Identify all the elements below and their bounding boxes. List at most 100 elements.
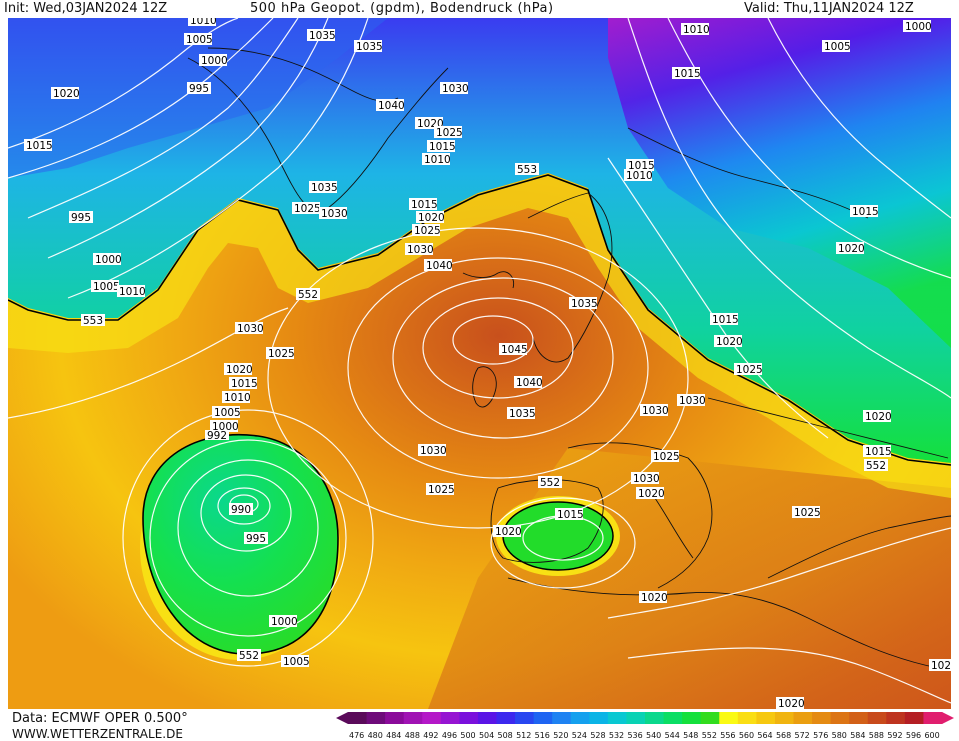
colorbar-swatch <box>366 712 386 724</box>
svg-text:1030: 1030 <box>642 405 669 417</box>
colorbar-swatch <box>867 712 887 724</box>
pressure-label: 1025 <box>651 450 680 463</box>
colorbar-tick-label: 524 <box>572 731 587 740</box>
svg-text:1025: 1025 <box>268 348 295 360</box>
svg-text:995: 995 <box>71 212 91 224</box>
svg-text:1025: 1025 <box>428 484 455 496</box>
svg-text:1015: 1015 <box>865 446 892 458</box>
colorbar-tick-label: 544 <box>665 731 680 740</box>
pressure-label: 1005 <box>822 40 851 53</box>
svg-text:1005: 1005 <box>214 407 241 419</box>
svg-text:1020: 1020 <box>53 88 80 100</box>
svg-text:1000: 1000 <box>905 21 932 33</box>
pressure-label: 1035 <box>507 407 536 420</box>
pressure-label: 1025 <box>426 483 455 496</box>
pressure-label: 1000 <box>93 253 122 266</box>
isobars <box>8 18 951 704</box>
website: WWW.WETTERZENTRALE.DE <box>12 727 183 741</box>
pressure-label: 1020 <box>776 697 805 709</box>
isobar-se-1 <box>607 527 951 619</box>
colorbar-tick-label: 552 <box>702 731 717 740</box>
colorbar-swatch <box>348 712 368 724</box>
isobar-ne-4 <box>607 157 829 439</box>
europe-coast <box>567 442 713 589</box>
pressure-label: 1040 <box>376 99 405 112</box>
pressure-label: 995 <box>187 82 211 95</box>
pressure-label: 553 <box>81 314 105 327</box>
pressure-label: 102 <box>929 659 951 672</box>
isobar-low-990 <box>217 487 271 525</box>
svg-text:1035: 1035 <box>571 298 598 310</box>
pressure-label: 1025 <box>792 506 821 519</box>
svg-text:1020: 1020 <box>638 488 665 500</box>
svg-text:1030: 1030 <box>321 208 348 220</box>
isobar-nw-3 <box>27 18 299 219</box>
svg-text:553: 553 <box>83 315 103 327</box>
isobar-w-1015 <box>8 307 289 419</box>
svg-text:1025: 1025 <box>794 507 821 519</box>
colorbar-arrow-left <box>336 712 348 724</box>
svg-text:1015: 1015 <box>411 199 438 211</box>
colorbar-tick-label: 560 <box>739 731 754 740</box>
colorbar-swatch <box>570 712 590 724</box>
isobar-se-2 <box>627 647 951 704</box>
isobar-low-1010 <box>122 409 374 667</box>
colorbar-tick-label: 516 <box>535 731 550 740</box>
isobar-nw-2 <box>8 18 274 179</box>
svg-text:1030: 1030 <box>442 83 469 95</box>
pressure-label: 1035 <box>309 181 338 194</box>
data-source: Data: ECMWF OPER 0.500° <box>12 711 188 726</box>
pressure-label: 1010 <box>681 23 710 36</box>
svg-text:1010: 1010 <box>119 286 146 298</box>
pressure-label: 1000 <box>269 615 298 628</box>
pressure-label: 1020 <box>863 410 892 423</box>
svg-text:1005: 1005 <box>824 41 851 53</box>
svg-text:1015: 1015 <box>557 509 584 521</box>
isobar-1045 <box>452 315 534 365</box>
colorbar-swatch <box>459 712 479 724</box>
pressure-label: 1010 <box>117 285 146 298</box>
pressure-label: 1020 <box>636 487 665 500</box>
colorbar-swatch <box>552 712 572 724</box>
colorbar-tick-label: 596 <box>906 731 921 740</box>
colorbar-swatch <box>737 712 757 724</box>
pressure-label: 1005 <box>184 33 213 46</box>
svg-text:1040: 1040 <box>378 100 405 112</box>
svg-text:1045: 1045 <box>501 344 528 356</box>
svg-text:1010: 1010 <box>224 392 251 404</box>
svg-text:990: 990 <box>231 504 251 516</box>
colorbar-tick-label: 476 <box>349 731 364 740</box>
svg-text:1010: 1010 <box>626 170 653 182</box>
svg-text:992: 992 <box>207 430 227 442</box>
pressure-label: 1005 <box>281 655 310 668</box>
svg-text:1040: 1040 <box>516 377 543 389</box>
colorbar-swatch <box>719 712 739 724</box>
colorbar-tick-label: 588 <box>869 731 884 740</box>
colorbar-swatch <box>886 712 906 724</box>
isobar-low-995 <box>200 474 292 552</box>
pressure-label: 1030 <box>235 322 264 335</box>
svg-text:1000: 1000 <box>201 55 228 67</box>
scandinavia-coast <box>527 192 613 363</box>
pressure-label: 995 <box>244 532 268 545</box>
colorbar-swatch <box>645 712 665 724</box>
svg-text:1035: 1035 <box>309 30 336 42</box>
svg-text:1015: 1015 <box>852 206 879 218</box>
pressure-label: 1035 <box>569 297 598 310</box>
isobar-nw-4 <box>47 18 329 259</box>
colorbar-swatch <box>663 712 683 724</box>
colorbar-tick-label: 584 <box>850 731 865 740</box>
pressure-label: 1020 <box>51 87 80 100</box>
svg-text:1035: 1035 <box>356 41 383 53</box>
arctic-russia-coast <box>627 127 869 219</box>
pressure-label: 1000 <box>210 420 239 433</box>
iceland-coast <box>462 271 515 289</box>
colorbar-swatch <box>904 712 924 724</box>
isobar-ne-3 <box>767 18 951 219</box>
colorbar-swatch <box>923 712 943 724</box>
pressure-label: 1015 <box>555 508 584 521</box>
svg-text:1015: 1015 <box>429 141 456 153</box>
colorbar-swatch <box>756 712 776 724</box>
northeast-cold-core <box>608 18 951 348</box>
isobar-low-1000 <box>177 459 319 597</box>
